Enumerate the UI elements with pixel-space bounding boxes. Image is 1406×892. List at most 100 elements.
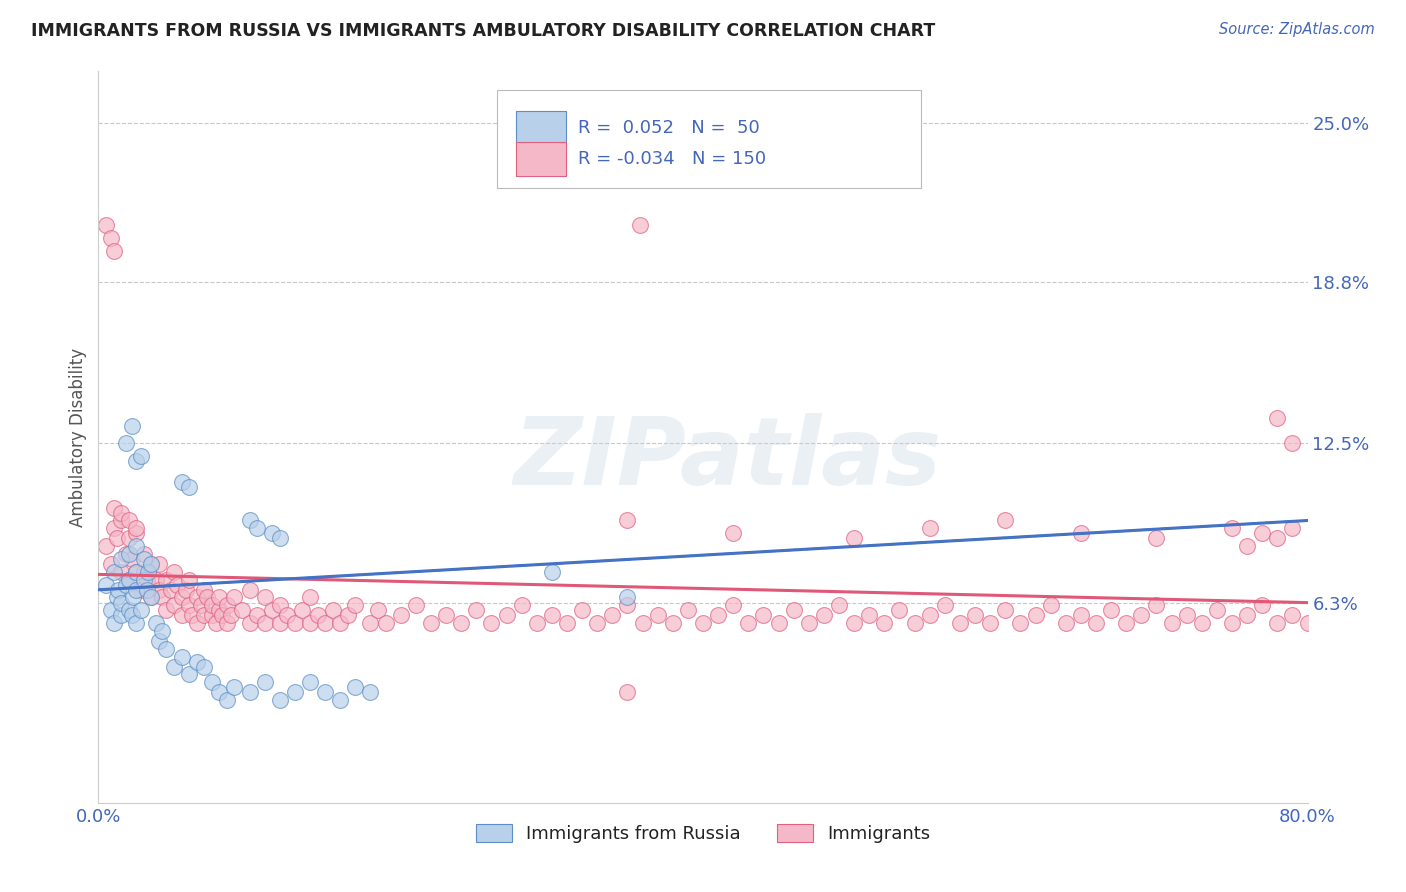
Text: ZIPatlas: ZIPatlas	[513, 413, 941, 505]
Point	[1267, 410, 1289, 425]
Point	[166, 577, 188, 591]
Point	[239, 685, 262, 699]
Point	[193, 660, 215, 674]
Point	[314, 685, 336, 699]
Point	[586, 616, 609, 631]
Point	[186, 616, 208, 631]
Point	[481, 616, 503, 631]
Point	[510, 598, 533, 612]
Point	[495, 608, 517, 623]
Point	[118, 532, 141, 546]
Point	[1236, 608, 1258, 623]
Point	[208, 591, 231, 605]
Point	[540, 608, 562, 623]
Point	[616, 591, 638, 605]
Point	[692, 616, 714, 631]
Point	[155, 603, 177, 617]
Point	[224, 591, 246, 605]
Point	[145, 616, 167, 631]
Point	[336, 608, 359, 623]
Point	[186, 591, 208, 605]
Point	[179, 480, 201, 494]
Point	[269, 693, 291, 707]
Point	[201, 598, 224, 612]
Point	[1206, 603, 1229, 617]
Point	[163, 565, 186, 579]
Point	[179, 573, 201, 587]
Point	[526, 616, 548, 631]
Point	[155, 573, 177, 587]
Point	[1144, 532, 1167, 546]
Point	[949, 616, 972, 631]
Point	[114, 436, 136, 450]
Point	[858, 608, 880, 623]
Point	[768, 616, 790, 631]
Point	[107, 582, 129, 597]
Point	[299, 675, 322, 690]
Point	[450, 616, 472, 631]
Point	[314, 616, 336, 631]
Point	[322, 603, 344, 617]
Point	[844, 532, 866, 546]
Point	[1039, 598, 1062, 612]
Text: Source: ZipAtlas.com: Source: ZipAtlas.com	[1219, 22, 1375, 37]
Point	[114, 577, 136, 591]
Point	[195, 591, 218, 605]
Point	[170, 475, 193, 489]
Point	[965, 608, 987, 623]
Point	[540, 565, 562, 579]
Point	[873, 616, 896, 631]
Point	[571, 603, 593, 617]
Point	[132, 565, 155, 579]
Point	[284, 616, 307, 631]
Point	[1251, 526, 1274, 541]
Point	[284, 685, 307, 699]
Point	[132, 573, 155, 587]
Point	[1175, 608, 1198, 623]
Point	[1070, 526, 1092, 541]
Point	[201, 675, 224, 690]
Point	[125, 565, 148, 579]
Point	[211, 608, 233, 623]
Point	[616, 514, 638, 528]
Point	[118, 573, 141, 587]
Point	[122, 591, 145, 605]
Point	[135, 582, 157, 597]
Point	[1267, 532, 1289, 546]
Point	[628, 219, 651, 233]
Point	[1130, 608, 1153, 623]
Point	[145, 573, 167, 587]
Point	[1191, 616, 1213, 631]
Point	[141, 557, 163, 571]
Point	[647, 608, 669, 623]
Point	[103, 244, 125, 258]
Point	[1281, 521, 1303, 535]
Point	[201, 608, 224, 623]
Point	[121, 552, 143, 566]
Point	[616, 685, 638, 699]
Point	[889, 603, 911, 617]
Point	[752, 608, 775, 623]
Point	[262, 603, 284, 617]
Point	[299, 591, 322, 605]
Point	[125, 454, 148, 468]
Point	[291, 603, 314, 617]
Point	[208, 603, 231, 617]
Point	[1220, 521, 1243, 535]
Point	[676, 603, 699, 617]
Point	[125, 539, 148, 553]
Point	[1144, 598, 1167, 612]
Text: R = -0.034   N = 150: R = -0.034 N = 150	[578, 150, 766, 168]
Point	[125, 521, 148, 535]
Point	[239, 582, 262, 597]
Point	[1099, 603, 1122, 617]
Point	[1281, 608, 1303, 623]
Point	[707, 608, 730, 623]
Point	[148, 557, 170, 571]
Point	[224, 681, 246, 695]
Point	[904, 616, 927, 631]
Point	[307, 608, 329, 623]
Point	[121, 418, 143, 433]
Point	[555, 616, 578, 631]
Point	[150, 591, 173, 605]
